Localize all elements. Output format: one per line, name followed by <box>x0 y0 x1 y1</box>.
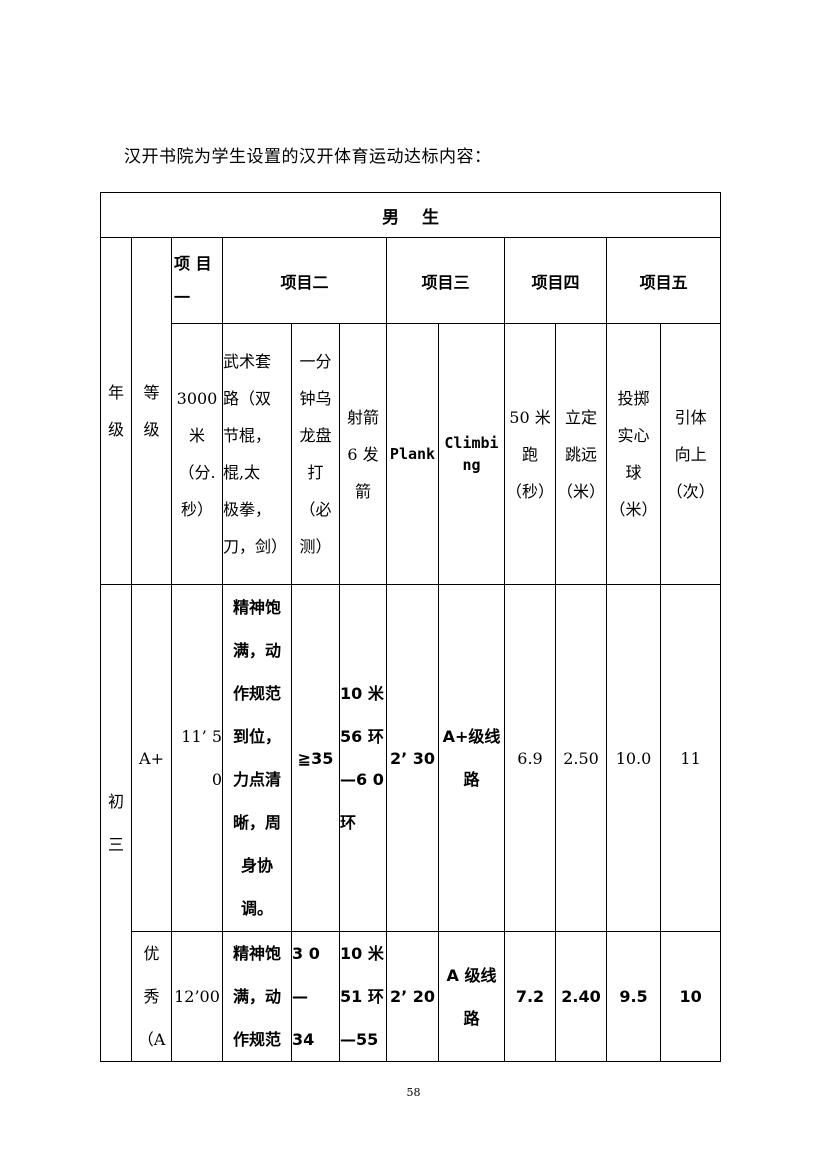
header-jump: 立定 跳远 （米） <box>555 323 607 585</box>
level-cell: 优 秀 （A <box>131 931 172 1062</box>
standards-table: 男 生 年 级 等 级 项 目 一 项目二 项目三 项目四 项目五 3000 米… <box>99 192 722 1062</box>
jump-cell: 2.40 <box>555 931 607 1062</box>
header-level: 等 级 <box>131 237 172 585</box>
climbing-cell: A+级线 路 <box>438 584 505 932</box>
pullup-cell: 11 <box>659 584 722 932</box>
rope-cell: 3 0 — 34 <box>291 931 340 1062</box>
header-50m: 50 米 跑 （秒） <box>504 323 556 585</box>
group-4: 项目四 <box>504 237 607 324</box>
ball-cell: 9.5 <box>606 931 661 1062</box>
grade-cell: 初 三 <box>100 584 132 1062</box>
header-climbing: Climbi ng <box>438 323 505 585</box>
group-5: 项目五 <box>605 237 722 324</box>
run3000-cell: 11’ 5 0 <box>171 584 223 932</box>
pullup-cell: 10 <box>659 931 722 1062</box>
page-number: 58 <box>406 1086 421 1099</box>
group-3: 项目三 <box>386 237 505 324</box>
header-archery: 射箭 6 发 箭 <box>339 323 387 585</box>
group-2: 项目二 <box>222 237 387 324</box>
archery-cell: 10 米 56 环 —6 0 环 <box>339 584 387 932</box>
header-ball: 投掷 实心 球 （米） <box>606 323 661 585</box>
header-pullup: 引体 向上 （次） <box>659 323 722 585</box>
rope-cell: ≧35 <box>291 584 340 932</box>
run3000-cell: 12’00 <box>171 931 223 1062</box>
intro-text: 汉开书院为学生设置的汉开体育运动达标内容： <box>124 147 492 167</box>
plank-cell: 2’ 30 <box>386 584 439 932</box>
header-grade: 年 级 <box>100 237 132 585</box>
table-row: 初 三 A+ 11’ 5 0 精神饱 满，动 作规范 到位， 力点清 晰，周 身… <box>100 584 722 1062</box>
header-3000m: 3000 米 （分. 秒） <box>171 323 223 585</box>
run50-cell: 7.2 <box>504 931 556 1062</box>
header-rope: 一分 钟乌 龙盘 打 （必 测） <box>291 323 340 585</box>
archery-cell: 10 米 51 环 —55 <box>339 931 387 1062</box>
group-1: 项 目 一 <box>171 237 223 324</box>
plank-cell: 2’ 20 <box>386 931 439 1062</box>
run50-cell: 6.9 <box>504 584 556 932</box>
header-wushu: 武术套 路（双 节棍， 棍,太 极拳， 刀，剑） <box>222 323 292 585</box>
wushu-cell: 精神饱 满，动 作规范 到位， 力点清 晰，周 身协 调。 <box>222 584 292 932</box>
jump-cell: 2.50 <box>555 584 607 932</box>
climbing-cell: A 级线 路 <box>438 931 505 1062</box>
level-cell: A+ <box>131 584 172 932</box>
header-plank: Plank <box>386 323 439 585</box>
wushu-cell: 精神饱 满，动 作规范 <box>222 931 292 1062</box>
table-title: 男 生 <box>99 192 722 238</box>
ball-cell: 10.0 <box>606 584 661 932</box>
table-row: 优 秀 （A 12’00 精神饱 满，动 作规范 3 0 — 34 10 米 5… <box>101 931 722 1062</box>
